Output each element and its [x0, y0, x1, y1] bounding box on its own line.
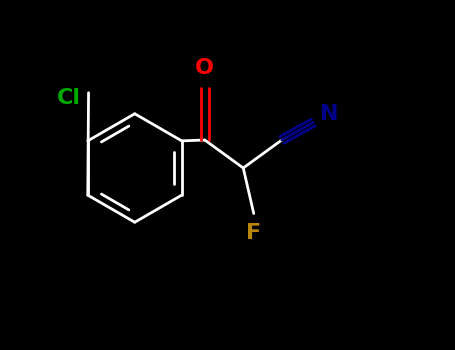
Text: O: O [195, 58, 214, 78]
Text: N: N [320, 104, 338, 124]
Text: F: F [246, 223, 261, 243]
Text: Cl: Cl [57, 88, 81, 108]
